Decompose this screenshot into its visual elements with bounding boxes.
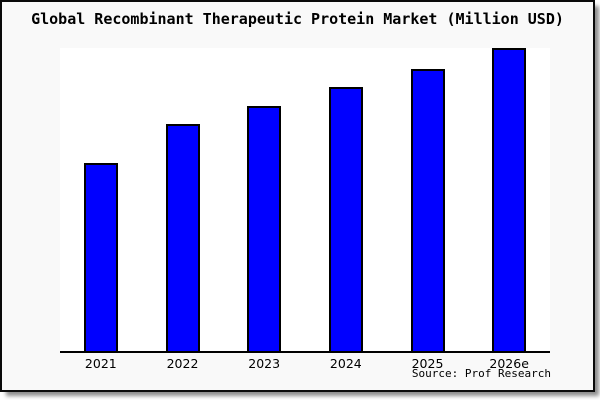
bar-2025 — [410, 69, 445, 351]
bar-2024 — [328, 87, 363, 351]
x-axis-label-2024: 2024 — [329, 356, 362, 371]
x-axis-label-2021: 2021 — [84, 356, 117, 371]
chart-title: Global Recombinant Therapeutic Protein M… — [31, 10, 564, 28]
bar-2021 — [83, 163, 118, 351]
x-axis: 2021 2022 2023 2024 2025 2026e — [60, 356, 550, 372]
bar-2023 — [247, 105, 282, 351]
bar-2022 — [165, 123, 200, 351]
x-axis-label-2023: 2023 — [248, 356, 281, 371]
x-axis-label-2022: 2022 — [166, 356, 199, 371]
x-axis-label-2026e: 2026e — [489, 356, 529, 371]
bar-2026e — [492, 48, 527, 351]
source-note: Source: Prof Research — [411, 367, 551, 380]
x-axis-label-2025: 2025 — [411, 356, 444, 371]
chart-window: Global Recombinant Therapeutic Protein M… — [0, 0, 595, 392]
plot-area — [60, 48, 550, 353]
